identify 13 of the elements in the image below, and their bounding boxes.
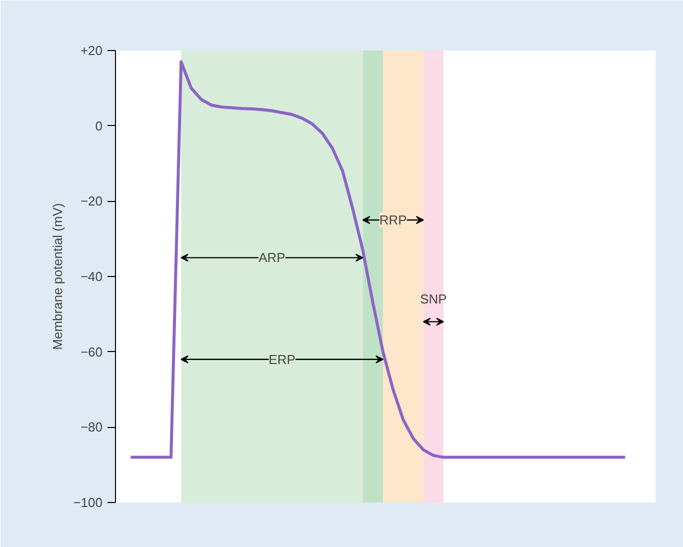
annotation: ERP [268, 352, 296, 367]
y-tick-label: −20 [80, 194, 103, 209]
y-tick-label: +20 [80, 43, 103, 58]
y-axis-title: Membrane potential (mV) [50, 203, 66, 350]
y-tick-label: 0 [95, 118, 103, 134]
y-tick-label: −100 [73, 495, 103, 510]
annotation: RRP [379, 212, 407, 228]
y-tick-label: −80 [80, 420, 103, 435]
y-tick-label: −60 [80, 344, 103, 360]
annotation: ARP [258, 250, 286, 266]
line-series [129, 60, 627, 459]
annotation: SNP [420, 292, 447, 307]
y-tick-label: −40 [80, 269, 103, 284]
